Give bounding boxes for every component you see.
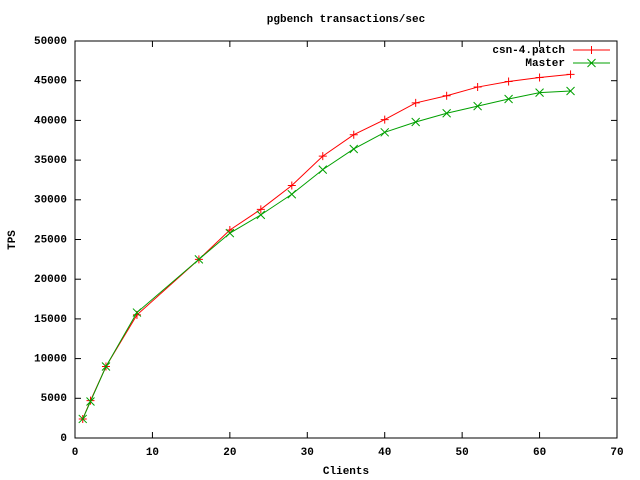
y-tick-label: 5000 xyxy=(41,393,67,405)
y-tick-label: 10000 xyxy=(34,354,67,366)
x-tick-label: 50 xyxy=(456,447,469,459)
marker xyxy=(473,83,482,92)
marker xyxy=(380,127,390,137)
marker xyxy=(225,228,235,238)
y-tick-label: 25000 xyxy=(34,234,67,246)
marker xyxy=(256,210,266,220)
marker xyxy=(587,58,596,68)
y-tick-label: 35000 xyxy=(34,155,67,167)
marker xyxy=(287,189,297,199)
x-tick-label: 20 xyxy=(223,447,236,459)
x-tick-label: 0 xyxy=(72,447,79,459)
marker xyxy=(86,397,95,406)
marker xyxy=(566,86,575,96)
y-tick-label: 0 xyxy=(60,433,67,445)
marker xyxy=(78,414,88,424)
y-axis-label: TPS xyxy=(7,230,19,250)
marker xyxy=(318,165,328,174)
marker xyxy=(349,130,358,139)
x-tick-label: 60 xyxy=(533,447,546,459)
x-axis-label: Clients xyxy=(323,466,369,478)
y-tick-label: 50000 xyxy=(34,36,67,48)
series-line xyxy=(82,90,571,420)
marker xyxy=(442,91,451,100)
marker xyxy=(380,115,389,124)
series-line xyxy=(82,73,571,420)
y-tick-label: 20000 xyxy=(34,274,67,286)
marker xyxy=(256,205,265,214)
marker xyxy=(349,144,359,154)
marker xyxy=(411,117,421,127)
legend-label: csn-4.patch xyxy=(492,45,565,57)
marker xyxy=(535,88,544,97)
x-tick-label: 70 xyxy=(610,447,623,459)
marker xyxy=(442,108,452,118)
marker xyxy=(318,152,327,161)
legend-label: Master xyxy=(525,58,565,70)
x-tick-label: 30 xyxy=(301,447,314,459)
x-tick-label: 40 xyxy=(378,447,391,459)
marker xyxy=(566,70,575,79)
chart-title: pgbench transactions/sec xyxy=(267,14,425,26)
x-tick-label: 10 xyxy=(146,447,159,459)
marker xyxy=(132,308,142,317)
marker xyxy=(411,98,420,107)
plot-border xyxy=(74,40,618,439)
marker xyxy=(504,77,513,86)
marker xyxy=(101,362,111,371)
y-tick-label: 15000 xyxy=(34,314,67,326)
y-tick-label: 40000 xyxy=(34,115,67,127)
marker xyxy=(287,181,296,190)
marker xyxy=(473,101,482,111)
marker xyxy=(504,94,513,104)
marker xyxy=(587,46,596,54)
marker xyxy=(194,254,204,264)
marker xyxy=(535,73,544,82)
y-tick-label: 30000 xyxy=(34,195,67,207)
y-tick-label: 45000 xyxy=(34,76,67,88)
